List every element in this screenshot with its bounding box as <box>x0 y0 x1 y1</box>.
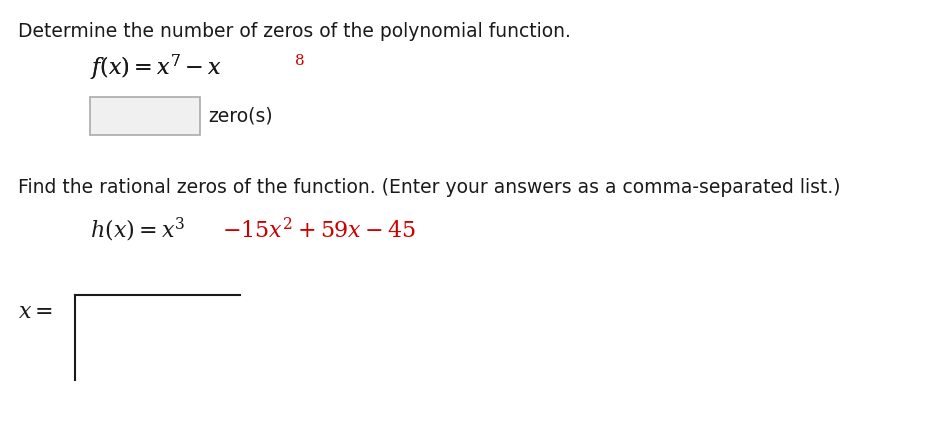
Text: $- 15x^{2} + 59x - 45$: $- 15x^{2} + 59x - 45$ <box>222 217 416 242</box>
Text: $8$: $8$ <box>294 53 304 68</box>
Text: Determine the number of zeros of the polynomial function.: Determine the number of zeros of the pol… <box>18 22 571 41</box>
Text: $f(x) = x^{7} - x$: $f(x) = x^{7} - x$ <box>90 53 222 83</box>
Text: zero(s): zero(s) <box>208 107 272 126</box>
Text: $h(x) = x^{3}$: $h(x) = x^{3}$ <box>90 216 186 245</box>
Bar <box>90 97 200 135</box>
Text: $x =$: $x =$ <box>18 302 53 322</box>
Text: Find the rational zeros of the function. (Enter your answers as a comma-separate: Find the rational zeros of the function.… <box>18 178 840 197</box>
Text: $f(x) = x^7 - x$: $f(x) = x^7 - x$ <box>90 53 222 83</box>
